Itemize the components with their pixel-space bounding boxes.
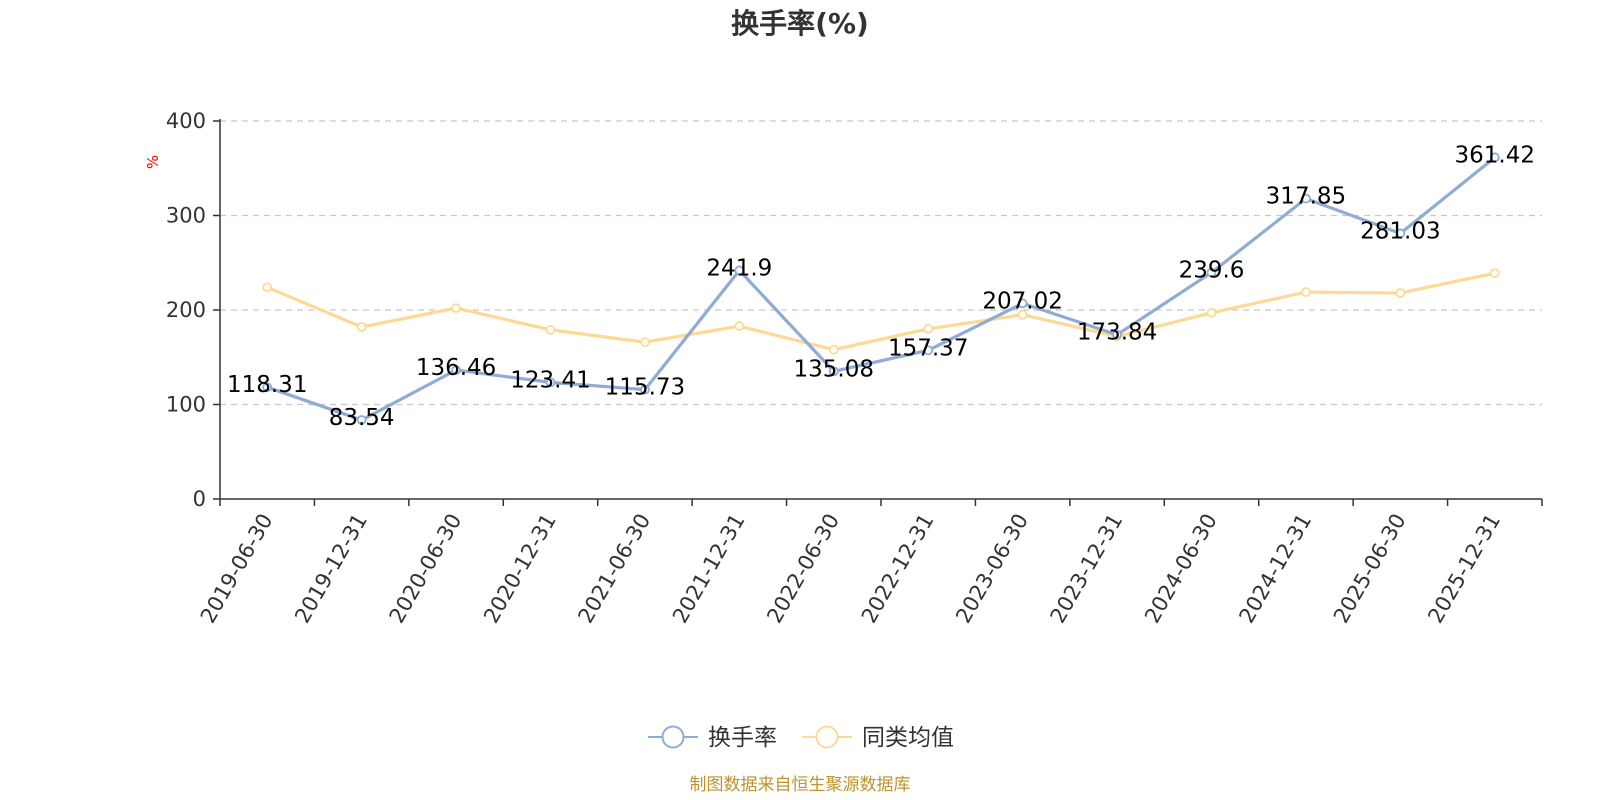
series-line-peer-average — [265, 271, 1497, 352]
data-point[interactable] — [262, 282, 273, 293]
source-note: 制图数据来自恒生聚源数据库 — [690, 775, 911, 795]
data-label: 317.85 — [1266, 184, 1346, 210]
data-point[interactable] — [545, 324, 556, 335]
data-label: 135.08 — [794, 356, 874, 382]
data-point[interactable] — [1017, 298, 1028, 309]
y-tick-label: 200 — [166, 298, 206, 322]
data-label: 123.41 — [510, 367, 590, 393]
legend-label: 同类均值 — [862, 725, 954, 751]
x-tick-label: 2025-06-30 — [1329, 510, 1411, 628]
x-tick-label: 2023-06-30 — [951, 510, 1033, 628]
data-point[interactable] — [923, 345, 934, 356]
data-label: 239.6 — [1179, 258, 1245, 284]
data-point[interactable] — [1395, 288, 1406, 298]
x-tick-label: 2024-12-31 — [1234, 510, 1316, 628]
x-tick-label: 2019-06-30 — [196, 510, 278, 628]
x-tick-label: 2020-12-31 — [479, 510, 561, 628]
data-point[interactable] — [1112, 329, 1122, 340]
data-label: 361.42 — [1455, 142, 1535, 168]
x-tick-label: 2019-12-31 — [290, 510, 372, 628]
data-point[interactable] — [1206, 267, 1217, 278]
series-line-turnover — [265, 155, 1497, 422]
data-point[interactable] — [356, 322, 367, 332]
data-label: 207.02 — [982, 288, 1062, 314]
legend-swatch-marker — [815, 725, 839, 749]
legend-label: 换手率 — [708, 725, 777, 751]
data-point[interactable] — [828, 366, 839, 377]
data-point[interactable] — [1489, 268, 1500, 279]
data-label: 173.84 — [1077, 320, 1157, 346]
data-point[interactable] — [734, 265, 745, 276]
y-axis-unit: % — [144, 155, 162, 169]
chart-title: 换手率(%) — [731, 7, 869, 40]
x-tick-label: 2023-12-31 — [1046, 510, 1128, 628]
legend-swatch-marker — [661, 725, 685, 749]
x-tick-label: 2020-06-30 — [385, 510, 467, 628]
data-label: 281.03 — [1360, 218, 1440, 244]
x-tick-label: 2021-12-31 — [668, 510, 750, 628]
data-point[interactable] — [1017, 309, 1028, 320]
data-point[interactable] — [1301, 287, 1311, 297]
data-label: 241.9 — [706, 255, 772, 281]
y-tick-label: 300 — [166, 204, 206, 228]
data-label: 115.73 — [605, 375, 685, 401]
data-point[interactable] — [262, 382, 273, 393]
data-label: 136.46 — [416, 355, 496, 381]
data-point[interactable] — [1395, 228, 1406, 239]
data-point[interactable] — [828, 344, 839, 355]
data-point[interactable] — [356, 415, 367, 425]
data-point[interactable] — [1489, 152, 1500, 163]
data-point[interactable] — [451, 303, 461, 314]
x-tick-label: 2025-12-31 — [1423, 510, 1505, 628]
legend[interactable]: 换手率 同类均值 — [648, 725, 954, 751]
data-point[interactable] — [734, 321, 745, 331]
y-tick-label: 0 — [193, 487, 206, 511]
data-label: 118.31 — [227, 372, 307, 398]
legend-item-peer-average[interactable]: 同类均值 — [802, 725, 954, 751]
data-point[interactable] — [545, 377, 556, 388]
data-label: 83.54 — [329, 405, 395, 431]
x-tick-label: 2024-06-30 — [1140, 510, 1222, 628]
data-label: 157.37 — [888, 335, 968, 361]
legend-item-turnover[interactable]: 换手率 — [648, 725, 777, 751]
x-tick-label: 2021-06-30 — [573, 510, 655, 628]
data-point[interactable] — [923, 323, 934, 334]
data-point[interactable] — [640, 384, 650, 395]
data-point[interactable] — [1206, 307, 1217, 318]
x-tick-label: 2022-12-31 — [857, 510, 939, 628]
data-point[interactable] — [1301, 193, 1311, 204]
series-lines — [262, 152, 1500, 425]
y-tick-label: 400 — [166, 109, 206, 133]
data-point[interactable] — [451, 365, 461, 375]
data-point[interactable] — [640, 337, 650, 348]
data-labels: 118.31 83.54 136.46 123.41 115.73 241.9 135.08… — [227, 142, 1535, 431]
x-tick-label: 2022-06-30 — [762, 510, 844, 628]
y-tick-label: 100 — [166, 393, 206, 417]
